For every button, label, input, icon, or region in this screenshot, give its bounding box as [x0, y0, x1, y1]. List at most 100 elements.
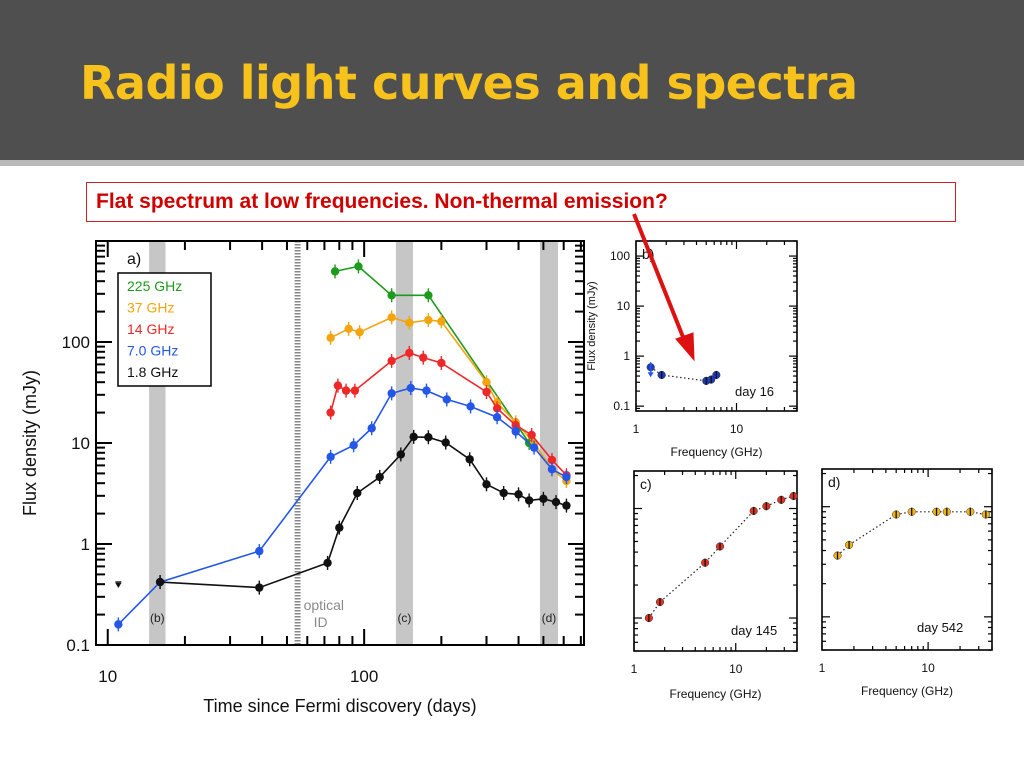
series-line	[160, 436, 567, 589]
title-divider	[0, 160, 1024, 166]
slide-title: Radio light curves and spectra	[80, 56, 858, 110]
axis-ticks	[95, 240, 584, 646]
arrow-head-icon	[675, 332, 695, 362]
data-point	[406, 383, 415, 393]
day-annotation: day 542	[917, 620, 963, 635]
x-tick-label: 10	[729, 662, 743, 676]
epoch-label: (b)	[150, 611, 165, 625]
panel-frame	[635, 240, 798, 412]
y-tick-label: 100	[62, 333, 90, 352]
panel-frame	[633, 470, 798, 652]
data-point	[424, 315, 433, 325]
data-point	[524, 496, 534, 505]
data-point	[335, 523, 344, 532]
data-point	[409, 432, 418, 442]
data-point	[482, 480, 491, 489]
legend-box	[117, 272, 212, 387]
data-point	[255, 583, 264, 592]
data-point	[354, 262, 363, 271]
data-point	[492, 404, 502, 413]
x-tick-label: 10	[98, 667, 117, 686]
data-point	[511, 427, 520, 436]
trend-line	[837, 511, 986, 557]
data-point	[547, 465, 557, 474]
data-point	[492, 413, 502, 422]
data-point	[355, 328, 364, 337]
data-point	[527, 430, 536, 440]
data-point	[422, 386, 431, 395]
epoch-band	[395, 241, 413, 645]
data-point	[529, 443, 539, 452]
trend-line	[650, 366, 717, 382]
day-annotation: day 145	[731, 623, 777, 638]
panel-label: a)	[127, 251, 141, 268]
x-axis-label: Frequency (GHz)	[861, 684, 953, 698]
data-point	[482, 387, 491, 397]
x-tick-label: 100	[350, 667, 378, 686]
title-bar	[0, 0, 1024, 160]
panel-label: c)	[640, 476, 652, 492]
data-point	[466, 402, 475, 411]
data-point	[367, 424, 376, 433]
legend-item: 37 GHz	[127, 300, 174, 316]
data-point	[424, 433, 433, 442]
y-tick-label: 100	[610, 249, 630, 263]
spectrum-panel-c: c) day 145 1 10 Frequency (GHz)	[631, 470, 798, 701]
series-line	[329, 352, 567, 476]
data-point	[114, 620, 123, 629]
data-point	[562, 501, 571, 510]
series-1-8-ghz	[155, 429, 571, 595]
data-point	[349, 441, 358, 450]
spectrum-panel-d: d) day 542 1 10 Frequency (GHz)	[819, 468, 993, 698]
data-point	[539, 494, 548, 504]
y-tick-label: 0.1	[66, 636, 90, 655]
data-point	[326, 408, 335, 417]
epoch-label: (c)	[397, 611, 411, 625]
y-tick-label: 1	[81, 535, 90, 554]
optical-id-label: ID	[314, 614, 328, 630]
data-point	[551, 497, 561, 507]
data-point	[441, 438, 450, 447]
arrow-shaft	[632, 213, 689, 348]
data-point	[396, 450, 406, 459]
x-axis-label: Frequency (GHz)	[669, 687, 761, 701]
y-tick-label: 0.1	[613, 399, 630, 413]
down-arrow-icon	[115, 583, 122, 589]
series-14-ghz	[326, 345, 571, 483]
data-point	[419, 353, 428, 362]
panel-label: d)	[828, 474, 840, 490]
data-point	[326, 452, 335, 462]
optical-label: optical	[304, 597, 344, 613]
data-point	[437, 317, 446, 326]
axis-ticks	[821, 469, 993, 651]
legend-item: 1.8 GHz	[127, 364, 178, 380]
day-annotation: day 16	[735, 384, 774, 399]
series-7-0-ghz	[114, 381, 571, 632]
axis-ticks	[633, 471, 798, 652]
data-point	[353, 488, 362, 498]
legend-item: 14 GHz	[127, 321, 174, 337]
y-axis-label: Flux density (mJy)	[586, 281, 598, 370]
data-point	[387, 313, 396, 322]
legend-item: 225 GHz	[127, 278, 182, 294]
epoch-label: (d)	[542, 611, 557, 625]
callout-text: Flat spectrum at low frequencies. Non-th…	[96, 190, 668, 213]
data-point	[499, 488, 508, 498]
x-tick-label: 1	[819, 661, 826, 675]
data-point	[350, 386, 360, 395]
data-point	[341, 386, 351, 395]
legend-item: 7.0 GHz	[127, 343, 178, 359]
callout-arrow	[632, 213, 695, 362]
x-axis-label: Time since Fermi discovery (days)	[203, 696, 476, 716]
x-tick-label: 10	[730, 422, 744, 436]
y-tick-label: 10	[617, 299, 631, 313]
legend: 225 GHz 37 GHz 14 GHz 7.0 GHz 1.8 GHz	[117, 272, 212, 387]
x-tick-label: 1	[631, 662, 638, 676]
x-tick-label: 1	[633, 422, 640, 436]
data-point	[482, 377, 491, 387]
data-point	[155, 577, 165, 587]
y-axis-label: Flux density (mJy)	[20, 370, 40, 516]
data-point	[255, 546, 264, 556]
data-point	[442, 395, 451, 404]
